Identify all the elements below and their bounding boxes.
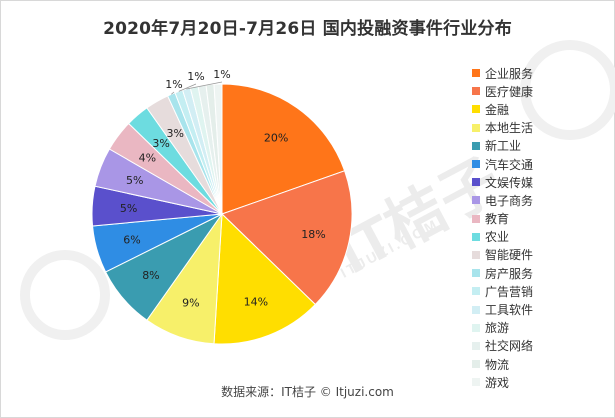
slice-label: 8% [142,269,159,282]
legend-label: 医疗健康 [485,84,534,99]
legend-label: 企业服务 [485,66,534,81]
legend-label: 电子商务 [485,193,534,208]
legend-swatch [472,232,480,241]
watermark-ring [20,250,110,340]
leader-line [171,91,175,95]
legend-item: 工具软件 [472,300,612,318]
slice-label: 20% [264,132,288,145]
legend-swatch [472,287,480,296]
slice-label: 3% [152,137,169,150]
legend-swatch [472,305,480,314]
legend-label: 游戏 [485,375,510,390]
pie-slice [213,212,317,345]
slice-label: 9% [182,296,199,309]
legend-item: 游戏 [472,373,612,391]
legend-swatch [472,269,480,278]
legend-label: 广告营销 [485,284,534,299]
legend-item: 物流 [472,355,612,373]
legend-swatch [472,378,480,387]
legend-label: 农业 [485,230,510,245]
legend-swatch [472,360,480,369]
legend-swatch [472,341,480,350]
legend-item: 广告营销 [472,282,612,300]
legend-item: 教育 [472,210,612,228]
slice-label: 5% [126,174,143,187]
legend-label: 社交网络 [485,339,534,354]
legend-swatch [472,123,480,132]
legend-swatch [472,323,480,332]
legend-label: 智能硬件 [485,248,534,263]
legend-swatch [472,178,480,187]
legend-label: 汽车交通 [485,157,534,172]
legend-label: 本地生活 [485,121,534,136]
legend-swatch [472,214,480,223]
slice-label: 6% [123,234,140,247]
legend-item: 医疗健康 [472,82,612,100]
pie-slice [221,170,353,306]
slice-label: 5% [120,202,137,215]
legend-swatch [472,141,480,150]
legend-swatch [472,87,480,96]
legend-item: 本地生活 [472,119,612,137]
legend-item: 旅游 [472,319,612,337]
slice-label: 1% [213,68,230,81]
legend-item: 农业 [472,228,612,246]
pie-slice [213,83,223,215]
legend-item: 房产服务 [472,264,612,282]
legend-item: 文娱传媒 [472,173,612,191]
legend-label: 新工业 [485,139,522,154]
slice-label: 3% [166,127,183,140]
legend-item: 新工业 [472,137,612,155]
slice-label: 4% [139,152,156,165]
legend-item: 社交网络 [472,337,612,355]
legend-label: 旅游 [485,321,510,336]
legend-item: 金融 [472,100,612,118]
legend-swatch [472,250,480,259]
legend-swatch [472,105,480,114]
legend-label: 文娱传媒 [485,175,534,190]
legend-item: 电子商务 [472,191,612,209]
legend-swatch [472,69,480,78]
slice-label: 14% [244,295,268,308]
legend-swatch [472,196,480,205]
legend-item: 汽车交通 [472,155,612,173]
watermark-ring [520,40,615,140]
chart-title: 2020年7月20日-7月26日 国内投融资事件行业分布 [103,19,512,39]
leader-line [186,81,223,90]
data-source: 数据来源：IT桔子 © Itjuzi.com [221,385,394,399]
legend-item: 智能硬件 [472,246,612,264]
legend-swatch [472,160,480,169]
slice-label: 18% [301,228,325,241]
legend-label: 工具软件 [485,303,534,318]
leader-line [178,83,197,92]
legend-label: 物流 [485,357,510,372]
legend-item: 企业服务 [472,64,612,82]
legend-label: 金融 [485,102,510,117]
slice-label: 1% [165,78,182,91]
legend-label: 房产服务 [485,266,534,281]
legend-label: 教育 [485,212,510,227]
slice-label: 1% [187,70,204,83]
chart-legend: 企业服务医疗健康金融本地生活新工业汽车交通文娱传媒电子商务教育农业智能硬件房产服… [472,64,612,391]
